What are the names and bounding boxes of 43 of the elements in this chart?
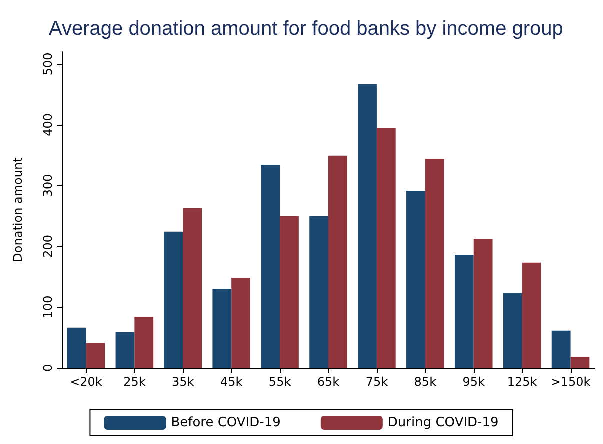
- bar: [310, 216, 328, 368]
- x-tick-label: 85k: [414, 375, 437, 389]
- bar: [67, 328, 86, 368]
- bar: [232, 278, 250, 368]
- bar: [261, 165, 280, 368]
- bar: [474, 239, 493, 368]
- bar: [425, 158, 444, 368]
- bar: [164, 232, 184, 368]
- x-tick-label: 65k: [317, 375, 340, 389]
- x-tick-label: 125k: [507, 375, 538, 389]
- y-tick-label: 200: [41, 235, 55, 258]
- x-tick-label: >150k: [550, 375, 591, 389]
- bar: [134, 316, 154, 368]
- x-tick-label: 45k: [220, 375, 243, 389]
- bar: [328, 156, 348, 368]
- x-tick-label: 55k: [268, 375, 292, 389]
- x-tick-label: 95k: [462, 375, 486, 389]
- y-axis-title: Donation amount: [11, 157, 25, 262]
- chart-title: Average donation amount for food banks by income group: [49, 18, 564, 40]
- legend-label: During COVID-19: [388, 416, 499, 430]
- bar: [212, 289, 232, 368]
- y-tick-label: 500: [41, 52, 55, 76]
- x-tick-label: 35k: [172, 375, 194, 389]
- bar: [570, 357, 590, 368]
- y-tick-label: 0: [41, 364, 55, 372]
- bar: [406, 191, 426, 368]
- y-tick-label: 300: [41, 174, 55, 198]
- legend-label: Before COVID-19: [171, 416, 281, 430]
- bar: [116, 332, 135, 368]
- y-tick-label: 400: [41, 113, 55, 136]
- bar: [376, 128, 396, 368]
- bar: [86, 343, 106, 368]
- bar: [454, 254, 474, 368]
- bar: [183, 208, 202, 368]
- bar: [522, 262, 542, 368]
- bar: [503, 293, 522, 368]
- bar: [552, 330, 571, 368]
- bar: [358, 84, 377, 368]
- x-tick-label: 75k: [366, 375, 388, 389]
- x-tick-label: <20k: [70, 375, 102, 389]
- y-tick-label: 100: [41, 296, 55, 319]
- x-tick-label: 25k: [124, 375, 146, 389]
- bar: [280, 216, 299, 368]
